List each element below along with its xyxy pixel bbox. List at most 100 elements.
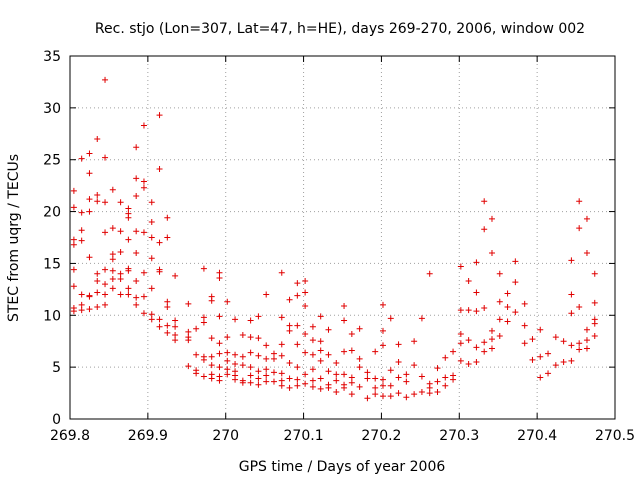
data-point-marker [426, 390, 433, 397]
y-tick-label: 30 [43, 101, 61, 117]
data-point-marker [418, 315, 425, 322]
data-point-marker [537, 326, 544, 333]
data-point-marker [568, 291, 575, 298]
data-point-marker [232, 361, 239, 368]
data-point-marker [286, 375, 293, 382]
data-point-marker [481, 305, 488, 312]
data-point-marker [224, 357, 231, 364]
data-point-marker [552, 362, 559, 369]
data-point-marker [473, 289, 480, 296]
data-point-marker [395, 374, 402, 381]
data-point-marker [255, 335, 262, 342]
data-point-marker [94, 135, 101, 142]
data-point-marker [434, 365, 441, 372]
data-point-marker [208, 375, 215, 382]
data-point-marker [309, 383, 316, 390]
data-point-marker [216, 364, 223, 371]
data-point-marker [216, 350, 223, 357]
data-point-marker [521, 322, 528, 329]
data-point-marker [193, 325, 200, 332]
data-point-marker [70, 187, 77, 194]
data-point-marker [278, 341, 285, 348]
data-point-marker [512, 309, 519, 316]
data-point-marker [86, 150, 93, 157]
data-point-marker [216, 269, 223, 276]
y-tick-labels: 0 5 10 15 20 25 30 35 [43, 49, 61, 428]
data-point-marker [247, 372, 254, 379]
data-point-marker [156, 166, 163, 173]
data-point-marker [117, 270, 124, 277]
data-point-marker [395, 358, 402, 365]
data-point-marker [426, 384, 433, 391]
x-tick-label: 270.5 [595, 428, 635, 444]
data-point-marker [372, 384, 379, 391]
data-point-marker [109, 275, 116, 282]
data-point-marker [473, 308, 480, 315]
data-point-marker [133, 228, 140, 235]
data-point-marker [164, 234, 171, 241]
data-point-marker [164, 303, 171, 310]
data-point-marker [125, 267, 132, 274]
data-point-marker [255, 313, 262, 320]
data-point-marker [379, 382, 386, 389]
data-point-marker [457, 340, 464, 347]
data-point-marker [109, 256, 116, 263]
data-point-marker [317, 347, 324, 354]
data-point-marker [78, 307, 85, 314]
data-point-marker [488, 336, 495, 343]
data-point-marker [512, 279, 519, 286]
data-point-marker [70, 241, 77, 248]
data-point-marker [481, 348, 488, 355]
data-point-marker [239, 362, 246, 369]
data-point-marker [78, 291, 85, 298]
data-point-marker [94, 278, 101, 285]
data-point-marker [94, 303, 101, 310]
data-point-marker [148, 255, 155, 262]
x-tick-label: 269.8 [50, 428, 90, 444]
y-tick-label: 0 [52, 412, 61, 428]
data-point-marker [387, 393, 394, 400]
plot-frame [69, 55, 616, 420]
x-tick-label: 269.9 [128, 428, 168, 444]
data-point-marker [294, 280, 301, 287]
data-point-marker [545, 370, 552, 377]
data-point-marker [200, 319, 207, 326]
data-point-marker [576, 340, 583, 347]
data-point-marker [488, 327, 495, 334]
data-point-marker [379, 376, 386, 383]
data-point-marker [216, 340, 223, 347]
data-point-marker [224, 349, 231, 356]
data-point-marker [348, 330, 355, 337]
data-point-marker [102, 199, 109, 206]
data-point-marker [247, 349, 254, 356]
data-point-marker [78, 155, 85, 162]
data-point-marker [411, 362, 418, 369]
data-point-marker [317, 338, 324, 345]
data-point-marker [372, 391, 379, 398]
data-point-marker [576, 198, 583, 205]
data-point-marker [78, 301, 85, 308]
data-point-marker [94, 191, 101, 198]
data-point-marker [379, 342, 386, 349]
data-point-marker [537, 353, 544, 360]
data-point-marker [364, 395, 371, 402]
data-point-marker [302, 349, 309, 356]
data-point-marker [117, 275, 124, 282]
data-point-marker [102, 266, 109, 273]
data-point-marker [356, 355, 363, 362]
x-tick-label: 270.3 [439, 428, 479, 444]
data-point-marker [156, 316, 163, 323]
data-point-marker [341, 384, 348, 391]
y-axis-label: STEC from uqrg / TECUs [6, 154, 22, 322]
data-point-marker [70, 283, 77, 290]
data-point-marker [133, 294, 140, 301]
data-point-marker [481, 339, 488, 346]
data-point-marker [94, 270, 101, 277]
data-point-marker [70, 236, 77, 243]
data-point-marker [576, 346, 583, 353]
data-point-marker [148, 311, 155, 318]
data-point-marker [325, 326, 332, 333]
data-point-marker [583, 337, 590, 344]
data-point-marker [102, 291, 109, 298]
data-point-marker [473, 344, 480, 351]
